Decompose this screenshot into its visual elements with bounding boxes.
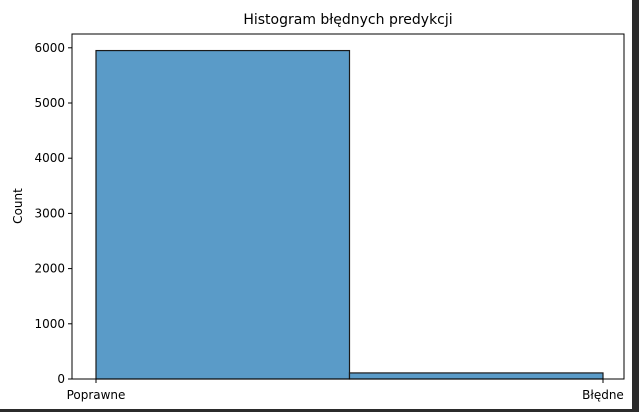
- y-tick-label: 5000: [34, 96, 65, 110]
- bar-poprawne: [95, 49, 351, 380]
- y-tick-label: 4000: [34, 151, 65, 165]
- y-axis-label: Count: [11, 188, 25, 224]
- y-tick-label: 2000: [34, 262, 65, 276]
- x-tick-label: Błędne: [582, 388, 624, 402]
- plot-frame: [71, 33, 625, 380]
- axes-group: [71, 33, 625, 380]
- bars-group: [95, 49, 604, 380]
- window-edge-bottom: [0, 409, 639, 412]
- chart-title: Histogram błędnych predykcji: [243, 12, 452, 28]
- x-ticks-group: Poprawne Błędne: [67, 379, 624, 402]
- window-edge-right: [632, 0, 639, 412]
- y-tick-label: 1000: [34, 317, 65, 331]
- y-tick-label: 6000: [34, 41, 65, 55]
- x-tick-label: Poprawne: [67, 388, 126, 402]
- y-tick-label: 0: [57, 372, 65, 386]
- bar-b-dne: [348, 372, 604, 380]
- y-ticks-group: 0 1000 2000 3000 4000 5000 6000: [34, 41, 72, 386]
- y-tick-label: 3000: [34, 206, 65, 220]
